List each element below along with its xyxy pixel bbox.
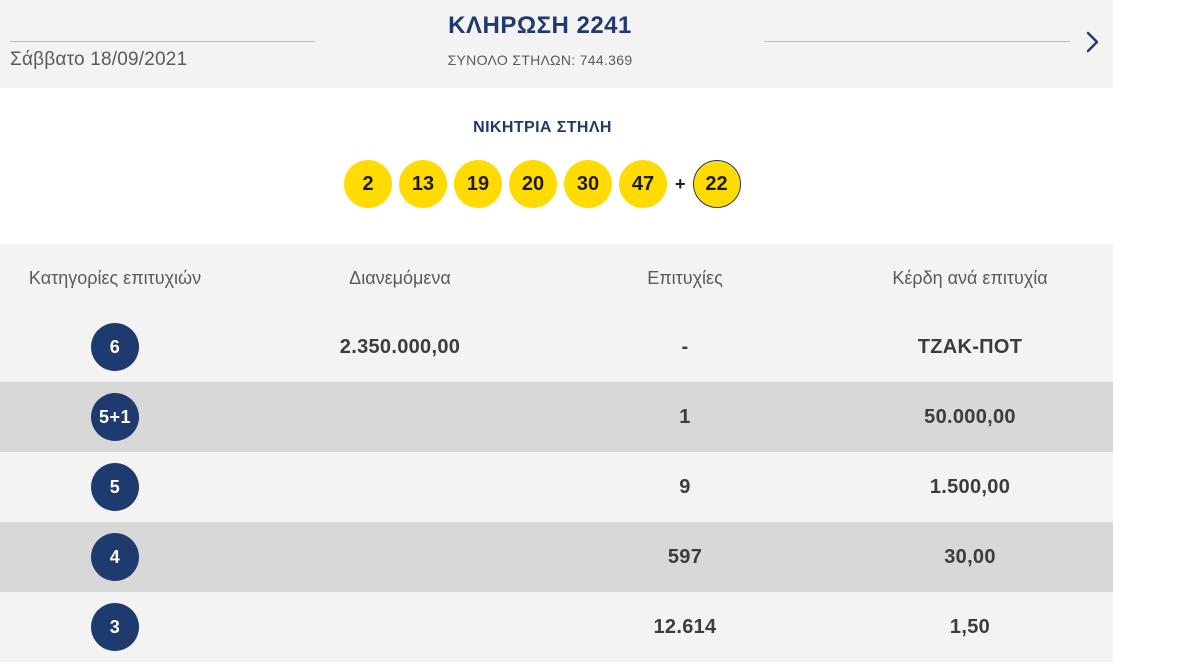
header-divider-left [10, 41, 315, 42]
table-row: 4 597 30,00 [0, 522, 1113, 592]
table-row: 6 2.350.000,00 - ΤΖΑΚ-ΠΟΤ [0, 312, 1113, 382]
number-ball: 2 [344, 160, 392, 208]
winners-cell: 9 [679, 476, 691, 498]
category-badge: 5+1 [91, 393, 139, 441]
bonus-number-ball: 22 [692, 160, 741, 208]
table-row: 3 12.614 1,50 [0, 592, 1113, 662]
table-row: 5+1 1 50.000,00 [0, 382, 1113, 452]
winning-column-title: ΝΙΚΗΤΡΙΑ ΣΤΗΛΗ [473, 119, 612, 136]
number-ball: 30 [564, 160, 612, 208]
winners-cell: 597 [667, 546, 703, 568]
prize-cell: ΤΖΑΚ-ΠΟΤ [917, 336, 1023, 358]
draw-date: Σάββατο 18/09/2021 [10, 49, 188, 70]
winners-cell: 12.614 [653, 616, 717, 638]
header-divider-right [764, 41, 1070, 42]
distributed-cell: 2.350.000,00 [339, 336, 461, 358]
header-categories: Κατηγορίες επιτυχιών [28, 268, 202, 288]
prize-cell: 30,00 [944, 546, 996, 568]
prize-cell: 1,50 [949, 616, 991, 638]
next-draw-button[interactable] [1082, 28, 1104, 56]
winners-cell: - [681, 336, 689, 358]
chevron-right-icon [1086, 31, 1099, 53]
header-winners: Επιτυχίες [647, 268, 723, 288]
table-row: 5 9 1.500,00 [0, 452, 1113, 522]
results-table-header: Κατηγορίες επιτυχιών Διανεμόμενα Επιτυχί… [0, 244, 1113, 312]
distributed-cell [285, 522, 515, 592]
distributed-cell [285, 592, 515, 662]
category-badge: 3 [91, 603, 139, 651]
category-cell: 3 [0, 592, 230, 662]
number-ball: 13 [399, 160, 447, 208]
number-ball: 19 [454, 160, 502, 208]
category-cell: 6 [0, 312, 230, 382]
draw-results-panel: Σάββατο 18/09/2021 ΚΛΗΡΩΣΗ 2241 ΣΥΝΟΛΟ Σ… [0, 0, 1113, 662]
total-columns: ΣΥΝΟΛΟ ΣΤΗΛΩΝ: 744.369 [447, 52, 633, 68]
draw-title: ΚΛΗΡΩΣΗ 2241 [448, 12, 632, 39]
category-badge: 5 [91, 463, 139, 511]
number-ball: 47 [619, 160, 667, 208]
category-badge: 4 [91, 533, 139, 581]
winning-numbers: 2 13 19 20 30 47 + 22 [344, 160, 741, 208]
prize-cell: 50.000,00 [924, 406, 1016, 428]
winners-cell: 1 [679, 406, 691, 428]
number-ball: 20 [509, 160, 557, 208]
header-prize-per-winner: Κέρδη ανά επιτυχία [892, 268, 1048, 288]
category-cell: 4 [0, 522, 230, 592]
plus-sign: + [675, 173, 686, 194]
distributed-cell [285, 452, 515, 522]
category-cell: 5+1 [0, 382, 230, 452]
category-badge: 6 [91, 323, 139, 371]
distributed-cell [285, 382, 515, 452]
category-cell: 5 [0, 452, 230, 522]
draw-header: Σάββατο 18/09/2021 ΚΛΗΡΩΣΗ 2241 ΣΥΝΟΛΟ Σ… [0, 0, 1113, 88]
header-distributed: Διανεμόμενα [349, 268, 451, 288]
prize-cell: 1.500,00 [929, 476, 1011, 498]
